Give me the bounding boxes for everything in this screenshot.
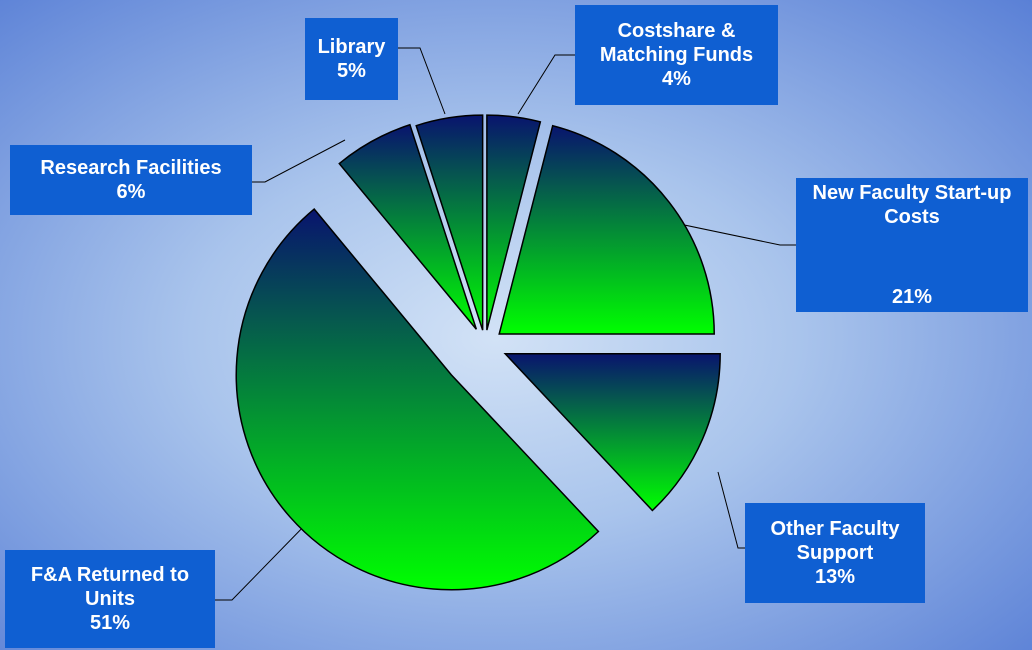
pie-slice (235, 208, 600, 591)
category-label: Other Faculty Support (770, 518, 900, 564)
leader-line (215, 519, 311, 601)
pie-slice (503, 352, 721, 512)
value-label: 13% (814, 566, 856, 588)
leader-line (717, 471, 745, 549)
data-label: Research Facilities 6% (10, 145, 252, 215)
category-label: Costshare & Matching Funds (599, 20, 754, 66)
pie-slice (498, 124, 715, 335)
value-label: 6% (116, 181, 146, 203)
value-label: 5% (337, 60, 366, 82)
value-label: 4% (662, 68, 691, 90)
pie-slice (338, 123, 478, 330)
category-label: F&A Returned to Units (30, 564, 190, 610)
category-label: Research Facilities (40, 157, 222, 179)
pie-slice (486, 114, 542, 331)
leader-line (252, 139, 346, 183)
value-label: 21% (891, 286, 933, 308)
data-label: Costshare & Matching Funds 4% (575, 5, 778, 105)
data-label: F&A Returned to Units 51% (5, 550, 215, 648)
leader-line (398, 47, 446, 115)
data-label: New Faculty Start-up Costs 21% (796, 178, 1028, 312)
pie-slice (415, 114, 484, 331)
value-label: 51% (89, 612, 131, 634)
data-label: Other Faculty Support 13% (745, 503, 925, 603)
data-label: Library 5% (305, 18, 398, 100)
category-label: Library (317, 36, 386, 58)
category-label: New Faculty Start-up Costs (812, 182, 1012, 228)
leader-line (517, 54, 575, 115)
